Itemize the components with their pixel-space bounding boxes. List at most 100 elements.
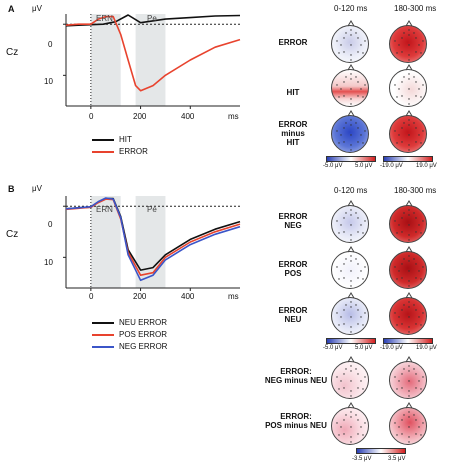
colorbar-a-late-max: 19.0 μV <box>416 163 437 169</box>
panel-a-xtick-400: 400 <box>181 112 195 121</box>
head-outline <box>394 20 424 61</box>
topo-col-a-early: 0-120 ms <box>334 4 368 13</box>
head-outline <box>394 200 424 241</box>
colorbar-b-diff-max: 3.5 μV <box>388 456 406 462</box>
series-neg-error <box>65 197 241 282</box>
topo-row-b-diff-pos: ERROR: POS minus NEU <box>265 412 327 430</box>
legend-a-error: ERROR <box>92 147 148 156</box>
panel-a-electrode: Cz <box>6 47 19 58</box>
topo-col-b-early: 0-120 ms <box>334 186 368 195</box>
panel-a-label: A <box>8 4 15 14</box>
panel-a-xtick-0: 0 <box>89 112 94 121</box>
head-outline <box>394 246 424 287</box>
topo-b-neg-early <box>331 200 369 243</box>
series-error <box>65 15 241 92</box>
panel-b-ytick-10: 10 <box>44 258 53 267</box>
colorbar-b-late-min: -19.0 μV <box>380 345 403 351</box>
colorbar-a-early <box>326 156 376 162</box>
panel-a-xtick-200: 200 <box>133 112 147 121</box>
legend-label: POS ERROR <box>119 330 168 339</box>
colorbar-b-early-max: 5.0 μV <box>355 345 373 351</box>
legend-label: NEU ERROR <box>119 318 168 327</box>
legend-b-neu: NEU ERROR <box>92 318 167 327</box>
panel-b-window-ern: ERN <box>96 205 113 214</box>
topo-b-dpos-late <box>389 402 427 445</box>
topo-a-diff-late <box>389 110 427 153</box>
head-outline <box>394 356 424 397</box>
erp-plot-b <box>63 196 241 291</box>
colorbar-a-late-min: -19.0 μV <box>380 163 403 169</box>
topo-row-b-neu: ERROR NEU <box>278 306 308 324</box>
legend-a-hit: HIT <box>92 135 132 144</box>
panel-a-xunit: ms <box>228 112 239 121</box>
colorbar-a-early-min: -5.0 μV <box>323 163 343 169</box>
head-outline <box>394 110 424 151</box>
topo-b-neg-late <box>389 200 427 243</box>
head-outline <box>336 200 366 241</box>
panel-b-xtick-400: 400 <box>181 292 195 301</box>
legend-b-pos: POS ERROR <box>92 330 167 339</box>
head-outline <box>394 64 424 105</box>
legend-b-neg: NEG ERROR <box>92 342 167 351</box>
panel-b-electrode: Cz <box>6 229 19 240</box>
topo-b-dpos-early <box>331 402 369 445</box>
head-outline <box>336 20 366 61</box>
colorbar-b-early <box>326 338 376 344</box>
shaded-window-ern <box>90 196 121 288</box>
colorbar-b-late-max: 19.0 μV <box>416 345 437 351</box>
topo-b-dneg-late <box>389 356 427 399</box>
topo-b-pos-early <box>331 246 369 289</box>
legend-swatch <box>92 150 114 153</box>
topo-row-b-pos: ERROR POS <box>278 260 308 278</box>
topo-row-a-error: ERROR <box>278 38 308 47</box>
panel-b-yunit: μV <box>32 184 42 193</box>
topo-a-error-late <box>389 20 427 63</box>
erp-plot-a <box>63 14 241 109</box>
panel-b-label: B <box>8 184 15 194</box>
topo-row-b-neg: ERROR NEG <box>278 212 308 230</box>
legend-swatch <box>92 345 114 348</box>
topo-a-error-early <box>331 20 369 63</box>
head-outline <box>336 64 366 105</box>
shaded-window-pe <box>135 14 166 106</box>
topo-b-dneg-early <box>331 356 369 399</box>
panel-b-window-pe: Pe <box>147 205 157 214</box>
colorbar-b-early-min: -5.0 μV <box>323 345 343 351</box>
legend-label: HIT <box>119 135 132 144</box>
panel-a-ytick-0: 0 <box>48 40 53 49</box>
head-outline <box>394 292 424 333</box>
topo-a-diff-early <box>331 110 369 153</box>
panel-b-ytick-0: 0 <box>48 220 53 229</box>
panel-a-ytick-10: 10 <box>44 77 53 86</box>
colorbar-b-diff <box>356 448 406 454</box>
legend-swatch <box>92 321 114 324</box>
head-outline <box>336 292 366 333</box>
legend-swatch <box>92 138 114 141</box>
panel-b-xtick-200: 200 <box>133 292 147 301</box>
head-outline <box>336 402 366 443</box>
topo-row-b-diff-neg: ERROR: NEG minus NEU <box>264 367 328 385</box>
panel-b-xunit: ms <box>228 292 239 301</box>
head-outline <box>394 402 424 443</box>
topo-row-a-diff: ERROR minus HIT <box>278 120 308 147</box>
panel-a-window-pe: Pe <box>147 14 157 23</box>
panel-a-window-ern: ERN <box>96 14 113 23</box>
colorbar-a-late <box>383 156 433 162</box>
topo-a-hit-late <box>389 64 427 107</box>
colorbar-a-early-max: 5.0 μV <box>355 163 373 169</box>
topo-col-b-late: 180-300 ms <box>394 186 437 195</box>
colorbar-b-late <box>383 338 433 344</box>
head-outline <box>336 110 366 151</box>
legend-label: ERROR <box>119 147 148 156</box>
panel-b-xtick-0: 0 <box>89 292 94 301</box>
panel-a-yunit: μV <box>32 4 42 13</box>
topo-b-neu-late <box>389 292 427 335</box>
topo-a-hit-early <box>331 64 369 107</box>
legend-label: NEG ERROR <box>119 342 168 351</box>
legend-swatch <box>92 333 114 336</box>
topo-b-neu-early <box>331 292 369 335</box>
topo-row-a-hit: HIT <box>286 88 300 97</box>
topo-col-a-late: 180-300 ms <box>394 4 437 13</box>
head-outline <box>336 246 366 287</box>
